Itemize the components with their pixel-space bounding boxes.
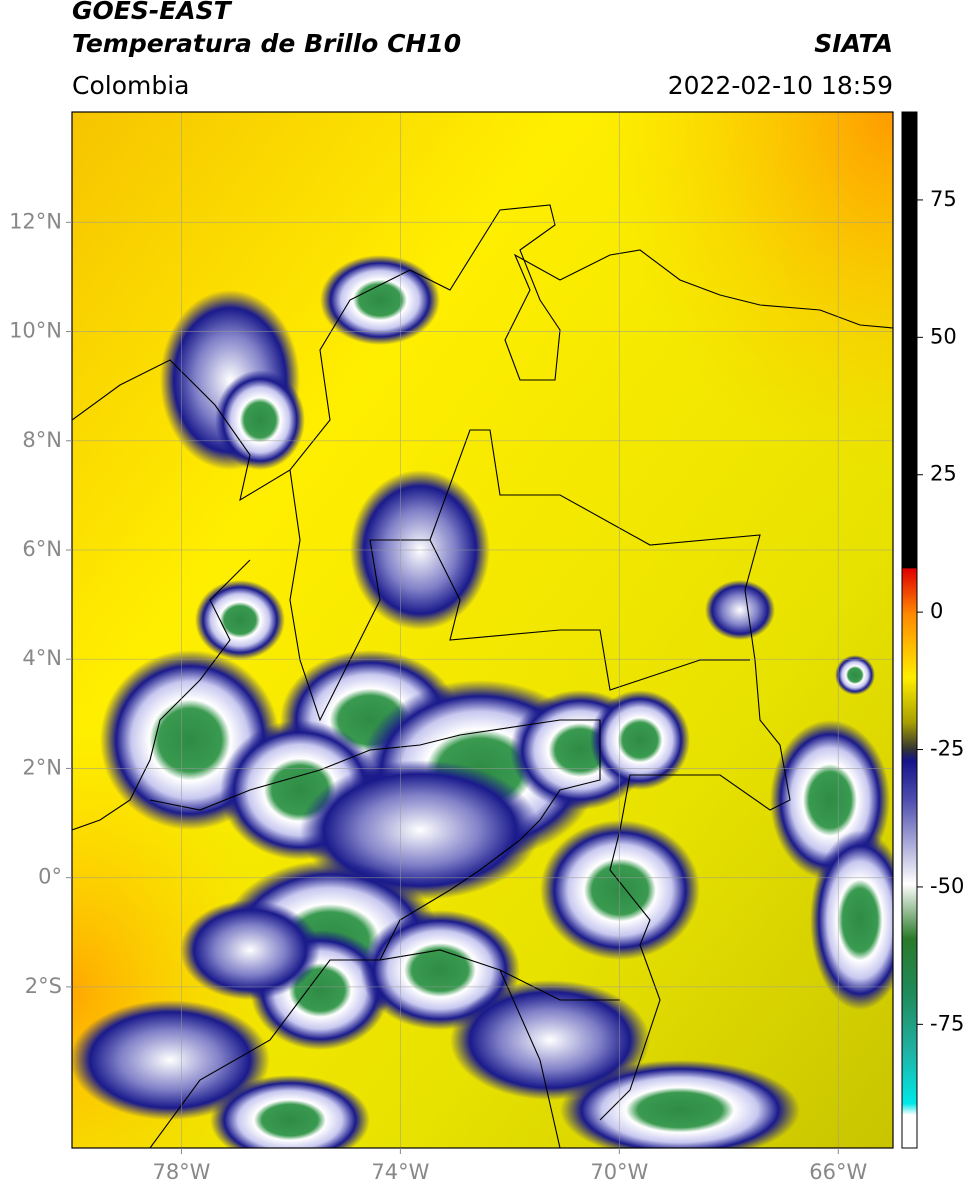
y-tick-label: 10°N [9, 319, 62, 343]
source: SIATA [814, 29, 893, 58]
y-tick-label: 2°N [22, 755, 62, 779]
colorbar-tick-label: 50 [930, 324, 957, 348]
y-tick-label: 4°N [22, 646, 62, 670]
satellite-image [72, 112, 893, 1148]
x-tick-label: 70°W [590, 1160, 648, 1184]
colorbar-tick-label: -75 [930, 1011, 964, 1035]
subtitle: Temperatura de Brillo CH10 [72, 29, 461, 58]
colorbar-tick-label: 25 [930, 462, 957, 486]
y-tick-label: 6°N [22, 537, 62, 561]
map-frame [71, 111, 894, 1149]
colorbar-tick-label: 0 [930, 599, 943, 623]
colorbar-tick-label: -50 [930, 874, 964, 898]
colorbar-tick-label: 75 [930, 187, 957, 211]
y-tick-label: 2°S [25, 974, 62, 998]
y-tick-label: 8°N [22, 428, 62, 452]
datetime: 2022-02-10 18:59 [668, 71, 893, 100]
y-tick-label: 0° [38, 865, 62, 889]
y-tick-label: 12°N [9, 209, 62, 233]
x-tick-label: 66°W [809, 1160, 867, 1184]
x-tick-label: 74°W [371, 1160, 429, 1184]
colorbar [901, 111, 918, 1149]
title: GOES-EAST [72, 0, 233, 25]
grid [72, 112, 893, 1148]
colorbar-tick-label: -25 [930, 737, 964, 761]
region: Colombia [72, 71, 189, 100]
x-tick-label: 78°W [152, 1160, 210, 1184]
